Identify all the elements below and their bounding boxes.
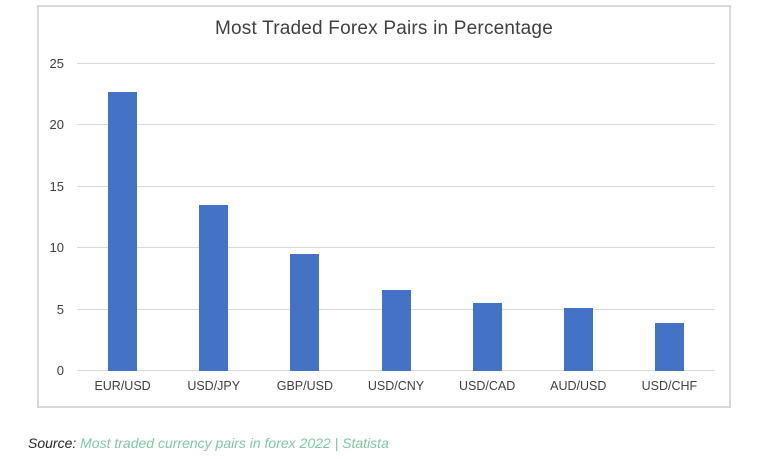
bar-usd-chf	[654, 323, 684, 371]
y-tick-label-15: 15	[49, 178, 64, 194]
gridline-25	[77, 63, 715, 64]
bar-usd-jpy	[199, 205, 229, 371]
y-tick-label-25: 25	[49, 56, 64, 71]
gridline-15	[77, 185, 715, 187]
y-tick-label-5: 5	[56, 301, 64, 317]
y-tick-label-0: 0	[56, 363, 64, 378]
gridline-20	[77, 124, 715, 126]
source-line: Source: Most traded currency pairs in fo…	[28, 435, 389, 451]
x-tick-label-aud-usd: AUD/USD	[550, 379, 607, 393]
chart-title: Most Traded Forex Pairs in Percentage	[215, 18, 553, 39]
plot-area	[77, 63, 715, 371]
x-tick-label-eur-usd: EUR/USD	[94, 379, 151, 393]
y-axis: 0 5 10 15 20 25	[39, 56, 69, 378]
x-axis: EUR/USD USD/JPY GBP/USD USD/CNY USD/CAD AUD/U…	[77, 378, 715, 396]
y-tick-label-10: 10	[49, 240, 64, 256]
gridline-10	[77, 247, 715, 249]
chart-frame: Most Traded Forex Pairs in Percentage 0 5…	[37, 5, 731, 408]
bar-gbp-usd	[290, 254, 320, 371]
bar-eur-usd	[108, 92, 138, 371]
x-tick-label-usd-cad: USD/CAD	[459, 379, 516, 393]
y-tick-label-20: 20	[49, 117, 64, 133]
bar-usd-cny	[381, 289, 411, 371]
x-tick-label-usd-cny: USD/CNY	[367, 379, 425, 393]
bar-aud-usd	[563, 308, 593, 371]
x-tick-label-usd-jpy: USD/JPY	[187, 379, 241, 393]
source-label: Source:	[28, 435, 77, 451]
x-tick-label-gbp-usd: GBP/USD	[276, 379, 333, 393]
source-link[interactable]: Most traded currency pairs in forex 2022…	[80, 435, 389, 451]
bar-usd-cad	[472, 303, 502, 371]
x-tick-label-usd-chf: USD/CHF	[641, 379, 698, 393]
